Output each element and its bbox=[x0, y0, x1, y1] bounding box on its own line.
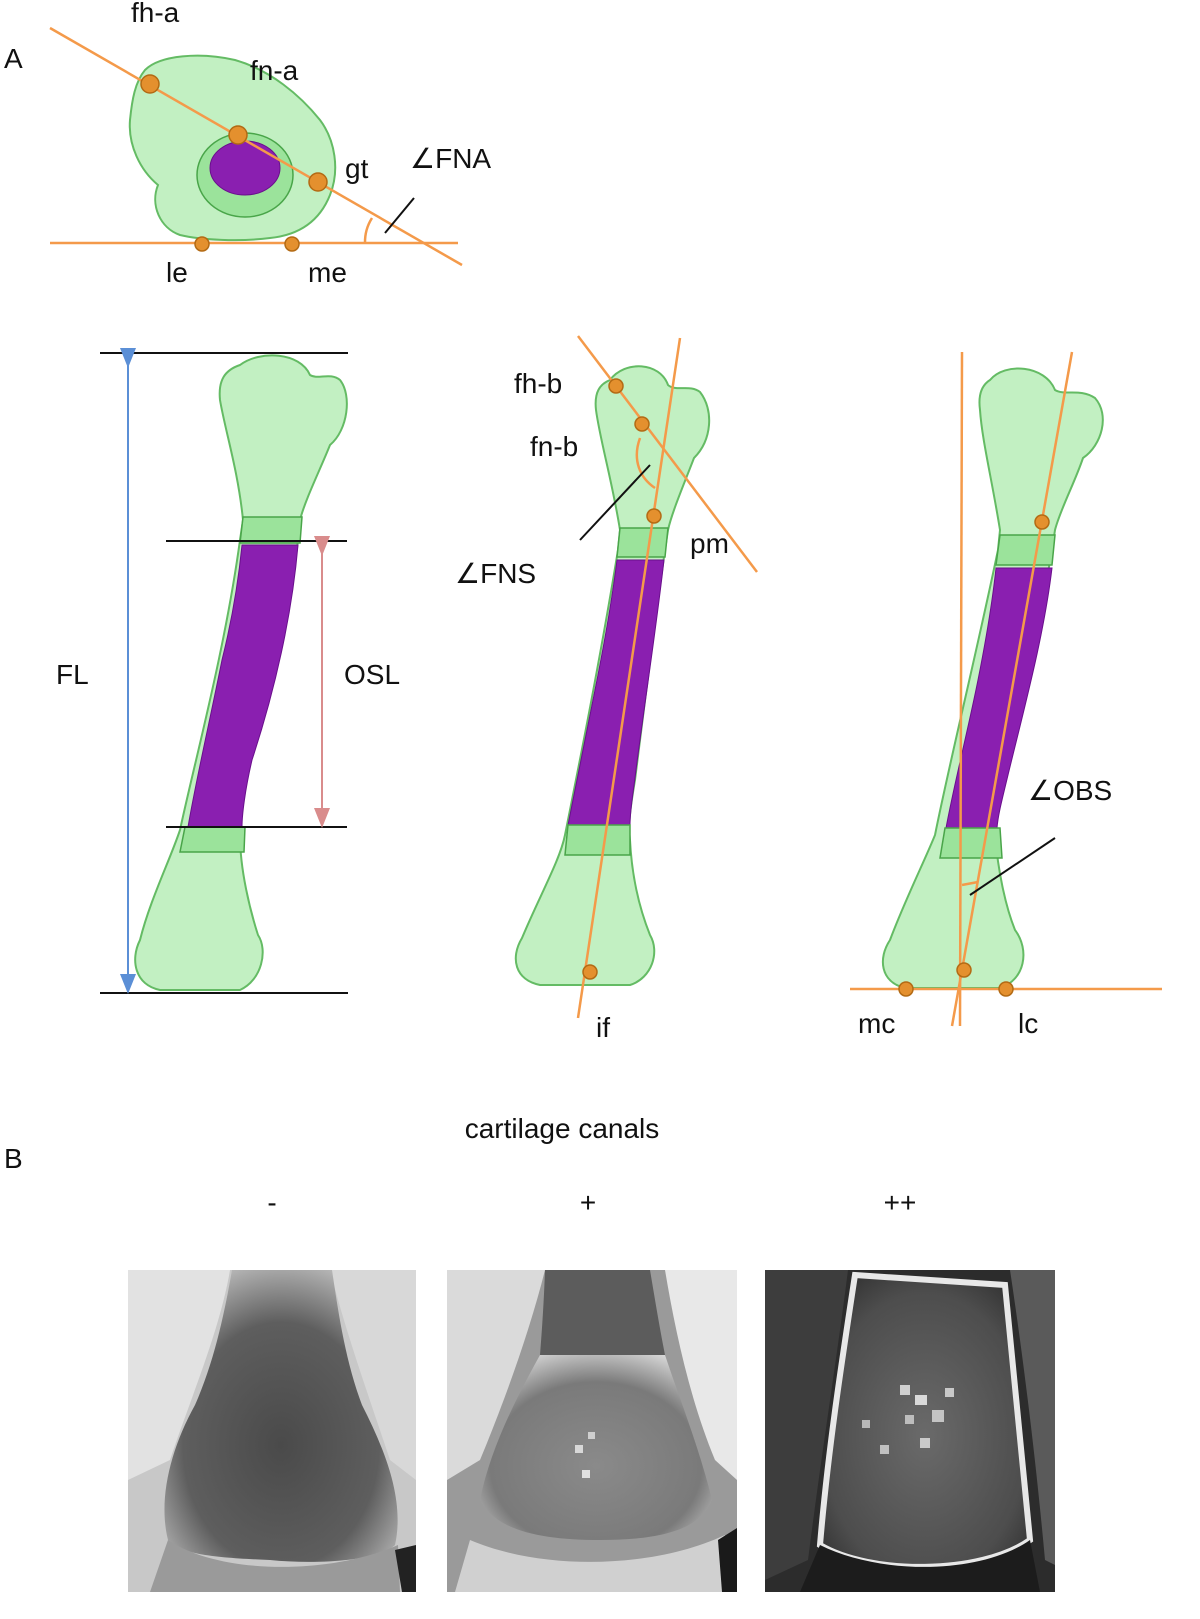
landmark-lc-dot bbox=[998, 981, 1014, 997]
landmark-intercondylar-dot bbox=[956, 962, 972, 978]
label-fns: ∠FNS bbox=[455, 558, 536, 589]
label-fn-a: fn-a bbox=[250, 55, 299, 86]
landmark-le-dot bbox=[194, 236, 210, 252]
femur-bicondylar-view: ∠OBS mc lc bbox=[850, 351, 1162, 1039]
label-le: le bbox=[166, 257, 188, 288]
fns-pointer bbox=[579, 464, 651, 541]
fns-angle-arc bbox=[635, 437, 656, 490]
landmark-pm-dot bbox=[646, 508, 662, 524]
landmark-fn-b-dot bbox=[634, 416, 650, 432]
landmark-fh-b-dot bbox=[608, 378, 624, 394]
mri-image-none bbox=[128, 1270, 416, 1592]
column-label-plus: + bbox=[580, 1187, 596, 1218]
femur-3-distal-plate bbox=[939, 827, 1003, 859]
femur-2-proximal-plate bbox=[616, 527, 669, 558]
femur-length-view: FL OSL bbox=[56, 348, 400, 994]
label-fna: ∠FNA bbox=[410, 143, 491, 174]
femur-2-ossified-shaft bbox=[567, 559, 665, 826]
panel-label-b: B bbox=[4, 1143, 23, 1174]
landmark-fh-a-dot bbox=[140, 74, 160, 94]
landmark-fn-a-dot bbox=[228, 125, 248, 145]
label-fh-a: fh-a bbox=[131, 0, 180, 28]
landmark-upper-dot bbox=[1034, 514, 1050, 530]
mri-image-plus-plus bbox=[765, 1270, 1055, 1592]
femur-neck-shaft-view: fh-b fn-b pm ∠FNS if bbox=[455, 335, 758, 1043]
column-label-plus-plus: ++ bbox=[884, 1187, 917, 1218]
femur-2-distal-plate bbox=[564, 824, 631, 856]
panel-label-a: A bbox=[4, 43, 23, 74]
axial-view: fh-a fn-a gt ∠FNA le me bbox=[49, 0, 491, 288]
panel-b-title: cartilage canals bbox=[465, 1113, 660, 1144]
femur-1-ossified-shaft bbox=[187, 544, 299, 828]
label-if: if bbox=[596, 1012, 610, 1043]
label-fl: FL bbox=[56, 659, 89, 690]
fna-pointer bbox=[384, 197, 415, 234]
landmark-mc-dot bbox=[898, 981, 914, 997]
label-mc: mc bbox=[858, 1008, 895, 1039]
femur-3-proximal-plate bbox=[995, 534, 1056, 566]
femur-1-proximal-plate bbox=[239, 516, 303, 544]
fna-axis-line bbox=[49, 26, 463, 267]
label-gt: gt bbox=[345, 153, 369, 184]
fns-shaft-line bbox=[576, 337, 682, 1019]
obs-angle-arc bbox=[961, 880, 979, 887]
obs-vertical-line bbox=[958, 351, 964, 1027]
fns-neck-line bbox=[577, 335, 758, 573]
femur-1-distal-plate bbox=[179, 826, 246, 853]
landmark-me-dot bbox=[284, 236, 300, 252]
axial-ossification-center bbox=[209, 140, 281, 196]
mri-image-plus bbox=[447, 1270, 737, 1592]
label-fh-b: fh-b bbox=[514, 368, 562, 399]
landmark-if-dot bbox=[582, 964, 598, 980]
label-pm: pm bbox=[690, 528, 729, 559]
fna-angle-arc bbox=[363, 217, 374, 244]
obs-pointer bbox=[969, 837, 1056, 896]
obs-shaft-line bbox=[950, 351, 1074, 1027]
label-lc: lc bbox=[1018, 1008, 1038, 1039]
label-fn-b: fn-b bbox=[530, 431, 578, 462]
label-me: me bbox=[308, 257, 347, 288]
label-osl: OSL bbox=[344, 659, 400, 690]
label-obs: ∠OBS bbox=[1028, 775, 1112, 806]
column-label-none: - bbox=[267, 1187, 276, 1218]
landmark-gt-dot bbox=[308, 172, 328, 192]
